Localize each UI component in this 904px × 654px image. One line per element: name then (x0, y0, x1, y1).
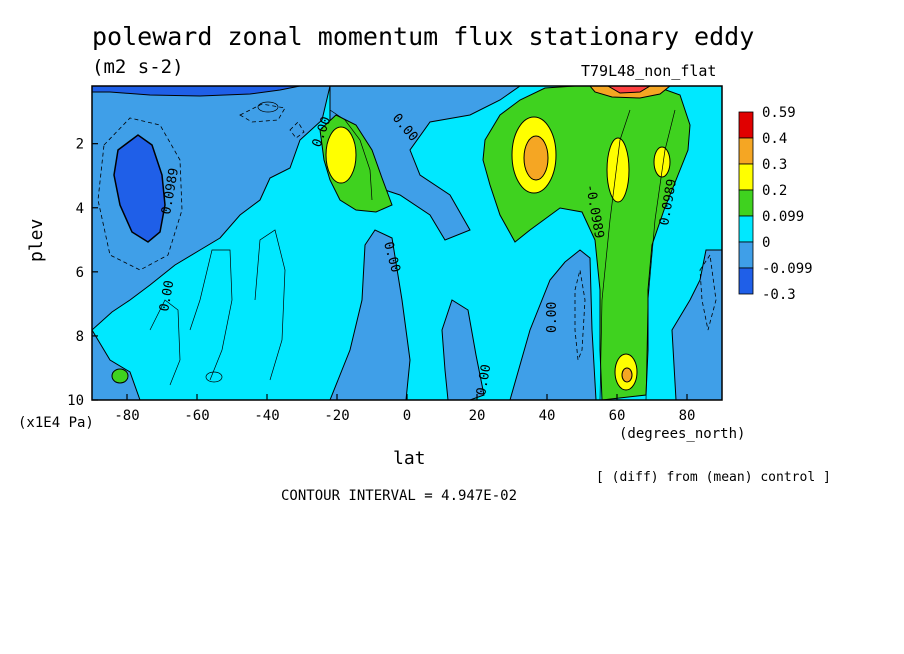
diff-note: [ (diff) from (mean) control ] (596, 470, 831, 485)
x-tick-label: 80 (679, 408, 696, 424)
run-label: T79L48_non_flat (581, 62, 717, 80)
region-green-blob-low (111, 368, 129, 384)
x-tick-label: 60 (609, 408, 626, 424)
x-tick-label: -20 (324, 408, 349, 424)
colorbar-swatch (738, 215, 754, 243)
negative-contours (97, 103, 717, 361)
colorbar-swatch (738, 111, 754, 139)
y-tick-label: 6 (76, 265, 84, 281)
y-tick-label: 4 (76, 201, 84, 217)
region-blue-mid (509, 249, 597, 400)
y-tick-label: 10 (67, 393, 84, 409)
colorbar-swatch (738, 163, 754, 191)
x-axis-label: lat (393, 448, 426, 469)
region-orange-north (523, 135, 549, 181)
x-tick-label: 40 (539, 408, 556, 424)
region-darkblue-south (113, 134, 166, 243)
contour-label: 0.00 (157, 279, 177, 312)
x-axis-unit: (degrees_north) (619, 426, 746, 442)
region-blue-eq (441, 299, 485, 400)
colorbar-label: 0.59 (762, 105, 796, 121)
region-blue-center (329, 229, 411, 400)
colorbar-swatch (738, 189, 754, 217)
contour-fill (92, 86, 722, 400)
colorbar-swatch (738, 137, 754, 165)
region-yellow-72n (653, 146, 671, 178)
colorbar-label: -0.3 (762, 287, 796, 303)
contour-label: 0.00 (545, 302, 560, 333)
x-tick-label: -40 (254, 408, 279, 424)
y-axis-unit: (x1E4 Pa) (18, 415, 94, 431)
colorbar-label: 0.2 (762, 183, 787, 199)
colorbar-label: 0.3 (762, 157, 787, 173)
colorbar-label: 0 (762, 235, 770, 251)
y-tick-label: 8 (76, 329, 84, 345)
region-yellow-60n (606, 137, 630, 203)
region-yellow-south (325, 126, 357, 184)
region-darkblue-top (92, 86, 301, 97)
y-tick-label: 2 (76, 137, 84, 153)
colorbar: 0.59 0.4 0.3 0.2 0.099 0 -0.099 -0.3 (738, 105, 813, 303)
contour-interval: CONTOUR INTERVAL = 4.947E-02 (281, 488, 518, 504)
colorbar-swatch (738, 241, 754, 269)
colorbar-label: 0.099 (762, 209, 804, 225)
colorbar-swatch (738, 267, 754, 295)
region-orange-low (621, 367, 633, 383)
chart-title: poleward zonal momentum flux stationary … (92, 22, 755, 51)
contour-label: 0.00 (474, 363, 494, 396)
x-tick-label: 0 (403, 408, 411, 424)
x-tick-label: -60 (184, 408, 209, 424)
chart-units: (m2 s-2) (92, 56, 184, 78)
positive-contours (149, 101, 676, 400)
x-tick-label: -80 (114, 408, 139, 424)
x-axis: -80 -60 -40 -20 0 20 40 60 80 (114, 394, 695, 424)
colorbar-label: 0.4 (762, 131, 787, 147)
region-blue-north (671, 249, 722, 400)
x-tick-label: 20 (469, 408, 486, 424)
colorbar-label: -0.099 (762, 261, 813, 277)
region-red-top (607, 86, 651, 94)
region-blue-southwest (92, 329, 141, 400)
y-axis: 2 4 6 8 10 (67, 137, 98, 409)
